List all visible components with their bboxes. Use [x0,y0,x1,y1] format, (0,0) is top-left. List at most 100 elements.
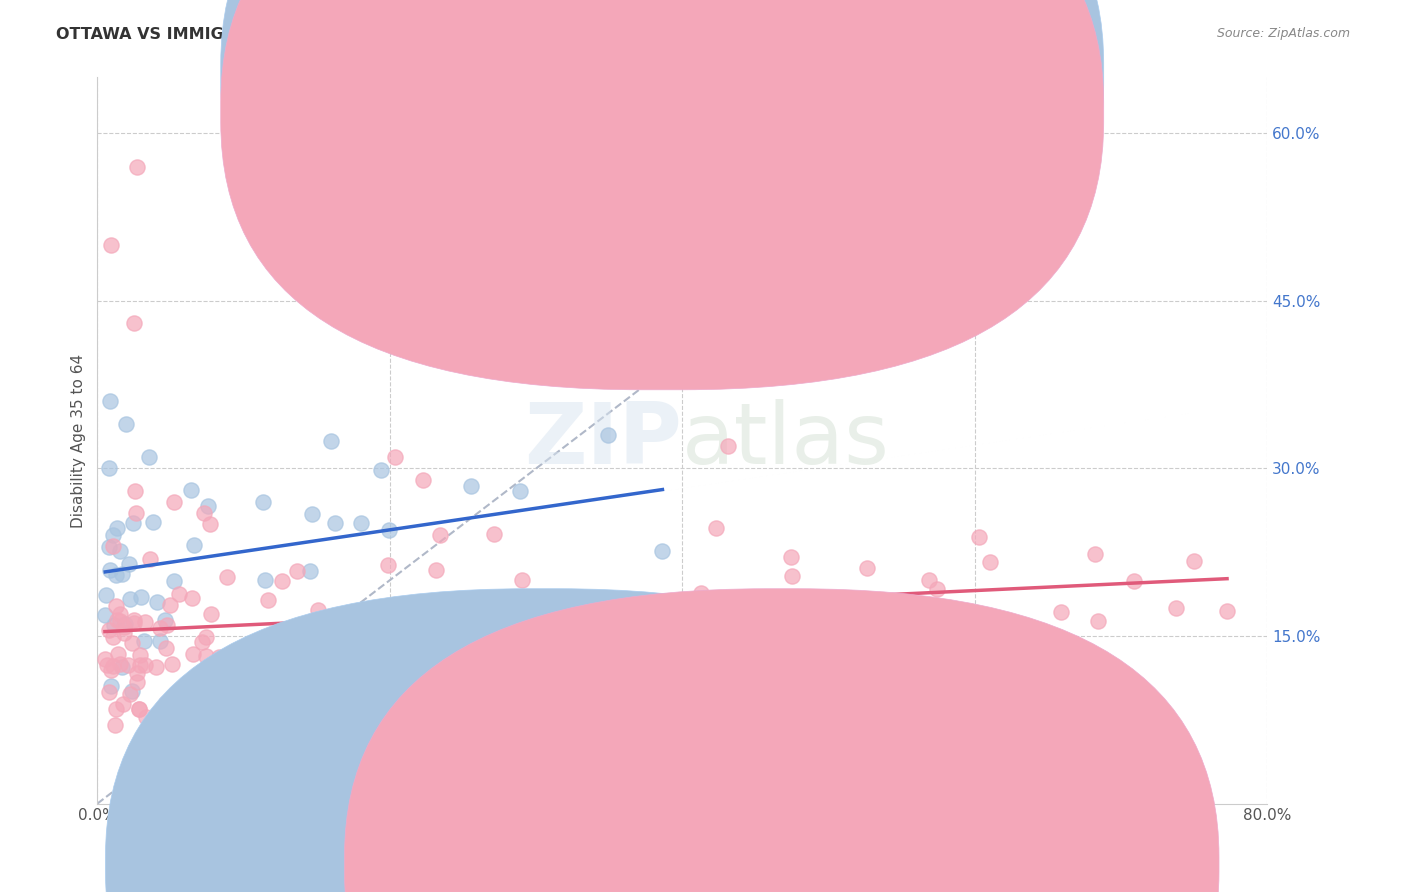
Point [125,665,148,680]
Point [180,679,202,693]
Point [129,590,152,604]
Point [122,516,145,530]
Point [309,704,332,718]
Point [290,706,312,721]
Point [128,702,150,716]
Point [1084,547,1107,561]
Point [135,710,157,724]
Point [100,663,122,677]
Point [105,614,128,628]
Point [190,635,212,649]
Point [1123,574,1146,588]
Point [121,636,143,650]
Text: N =  46: N = 46 [837,65,900,83]
Point [98,394,121,409]
Text: OTTAWA VS IMMIGRANTS FROM MEXICO DISABILITY AGE 35 TO 64 CORRELATION CHART: OTTAWA VS IMMIGRANTS FROM MEXICO DISABIL… [56,27,851,42]
Point [103,617,125,632]
Point [108,607,131,621]
Point [108,544,131,558]
Point [111,566,134,581]
Point [371,645,394,659]
Point [155,613,177,627]
Point [436,619,458,633]
Point [127,674,149,689]
Point [195,630,218,644]
Y-axis label: Disability Age 35 to 64: Disability Age 35 to 64 [72,353,86,527]
Point [510,573,533,587]
Point [100,238,122,252]
Point [673,626,696,640]
Point [122,316,145,330]
Point [128,702,150,716]
Point [105,599,128,614]
Point [180,483,202,498]
Point [183,538,205,552]
Point [134,658,156,673]
Point [429,528,451,542]
Point [159,598,181,612]
Point [108,614,131,628]
Point [263,718,285,732]
Point [139,551,162,566]
Point [101,539,124,553]
Point [121,684,143,698]
Point [181,591,204,605]
Point [98,540,121,554]
Point [534,625,557,640]
Point [377,558,399,572]
Point [298,564,321,578]
Point [104,718,127,732]
Point [163,574,186,589]
Point [122,616,145,631]
Point [204,668,226,682]
Point [117,658,139,673]
Point [96,588,118,602]
Point [115,417,138,431]
Point [197,499,219,513]
Point [737,633,759,648]
Point [101,659,124,673]
Point [94,651,117,665]
Point [652,647,675,661]
Point [138,450,160,465]
Point [651,544,673,558]
Point [318,659,340,673]
Point [145,660,167,674]
Point [283,718,305,732]
Point [425,563,447,577]
Text: atlas: atlas [682,399,890,482]
Text: R = 0.420: R = 0.420 [717,65,800,83]
Point [100,679,122,693]
Point [412,473,434,487]
Point [160,657,183,671]
Point [98,623,121,637]
Point [979,555,1001,569]
Point [686,614,709,628]
Point [917,573,939,587]
Point [538,632,561,647]
Point [200,607,222,621]
Point [776,615,799,630]
Point [111,660,134,674]
Point [215,570,238,584]
Point [384,450,406,465]
Point [134,633,156,648]
Point [134,615,156,629]
Text: N = 123: N = 123 [837,103,905,120]
Point [125,506,148,520]
Point [780,550,803,565]
Point [159,718,181,732]
Point [430,694,453,708]
Point [856,561,879,575]
Point [704,521,727,535]
Point [344,663,367,677]
Point [354,699,377,714]
Point [598,427,620,442]
Point [98,563,121,577]
Point [193,506,215,520]
Point [437,622,460,636]
Point [307,718,329,732]
Point [307,603,329,617]
Point [378,523,401,537]
Point [695,610,717,624]
